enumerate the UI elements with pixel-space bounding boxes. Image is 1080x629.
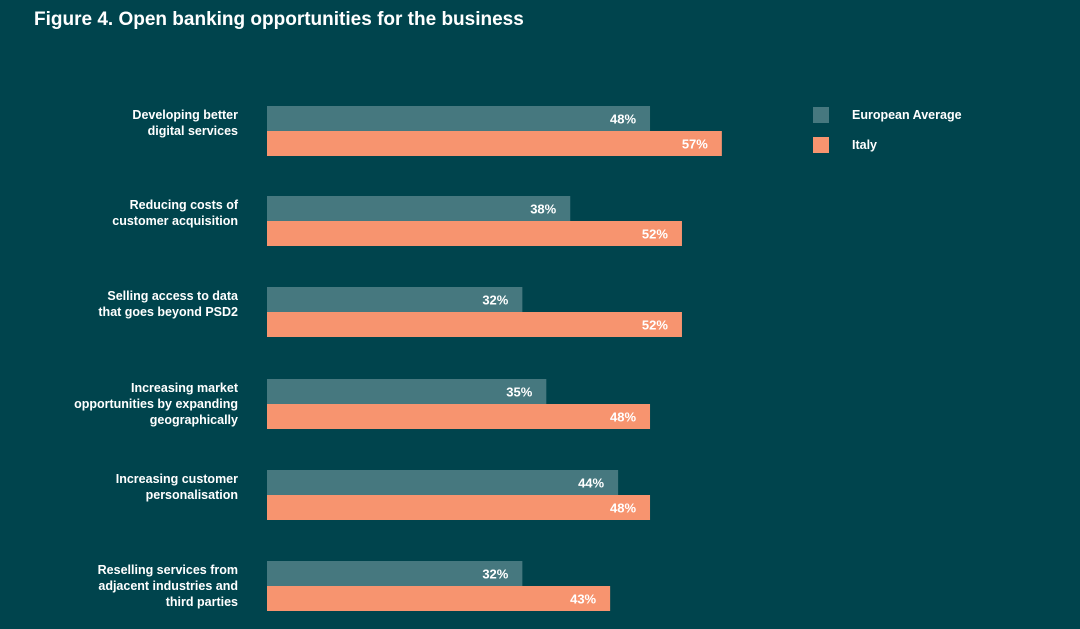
bar-italy: [267, 495, 651, 520]
legend-item-italy: Italy: [813, 137, 877, 153]
data-label: 48%: [610, 410, 636, 425]
category-label-line: geographically: [149, 413, 238, 427]
category-label-line: customer acquisition: [112, 214, 238, 228]
bar-european-average: [267, 287, 523, 312]
category-label: Increasing market opportunities by expand…: [18, 380, 238, 428]
legend-swatch-european-average: [813, 107, 829, 123]
bar-european-average: [267, 196, 571, 221]
category-label-line: Reselling services from: [97, 563, 238, 577]
category-label-line: Increasing customer: [115, 472, 238, 486]
chart-title: Figure 4. Open banking opportunities for…: [34, 9, 524, 30]
bar-italy: [267, 404, 651, 429]
bar-italy: [267, 221, 682, 246]
data-label: 52%: [642, 318, 668, 333]
category-label: Reducing costs of customer acquisition: [18, 197, 238, 229]
data-label: 48%: [610, 112, 636, 127]
category-label-line: Developing better: [132, 108, 238, 122]
legend-swatch-italy: [813, 137, 829, 153]
data-label: 43%: [570, 592, 596, 607]
data-label: 38%: [530, 202, 556, 217]
data-label: 48%: [610, 501, 636, 516]
category-label-line: adjacent industries and: [98, 579, 238, 593]
bar-european-average: [267, 561, 523, 586]
data-label: 35%: [506, 385, 532, 400]
category-label: Developing better digital services: [18, 107, 238, 139]
category-label-line: third parties: [165, 595, 238, 609]
category-label-line: Reducing costs of: [129, 198, 238, 212]
bar-european-average: [267, 470, 619, 495]
category-label-line: that goes beyond PSD2: [98, 305, 238, 319]
category-label-line: Increasing market: [131, 381, 238, 395]
bar-european-average: [267, 379, 547, 404]
category-label: Reselling services from adjacent industri…: [18, 562, 238, 610]
legend-label-italy: Italy: [852, 138, 878, 152]
bar-european-average: [267, 106, 651, 131]
data-label: 32%: [482, 293, 508, 308]
category-label: Increasing customer personalisation: [18, 471, 238, 503]
data-label: 32%: [482, 567, 508, 582]
category-label-line: opportunities by expanding: [74, 397, 238, 411]
bar-italy: [267, 131, 722, 156]
category-label-line: Selling access to data: [107, 289, 238, 303]
category-label-line: personalisation: [145, 488, 238, 502]
legend-label-european-average: European Average: [852, 108, 962, 122]
bar-italy: [267, 586, 611, 611]
category-label: Selling access to data that goes beyond P…: [18, 288, 238, 320]
data-label: 52%: [642, 227, 668, 242]
legend-item-european-average: European Average: [813, 107, 962, 123]
data-label: 57%: [682, 137, 708, 152]
bar-italy: [267, 312, 682, 337]
data-label: 44%: [578, 476, 604, 491]
category-label-line: digital services: [147, 124, 238, 138]
